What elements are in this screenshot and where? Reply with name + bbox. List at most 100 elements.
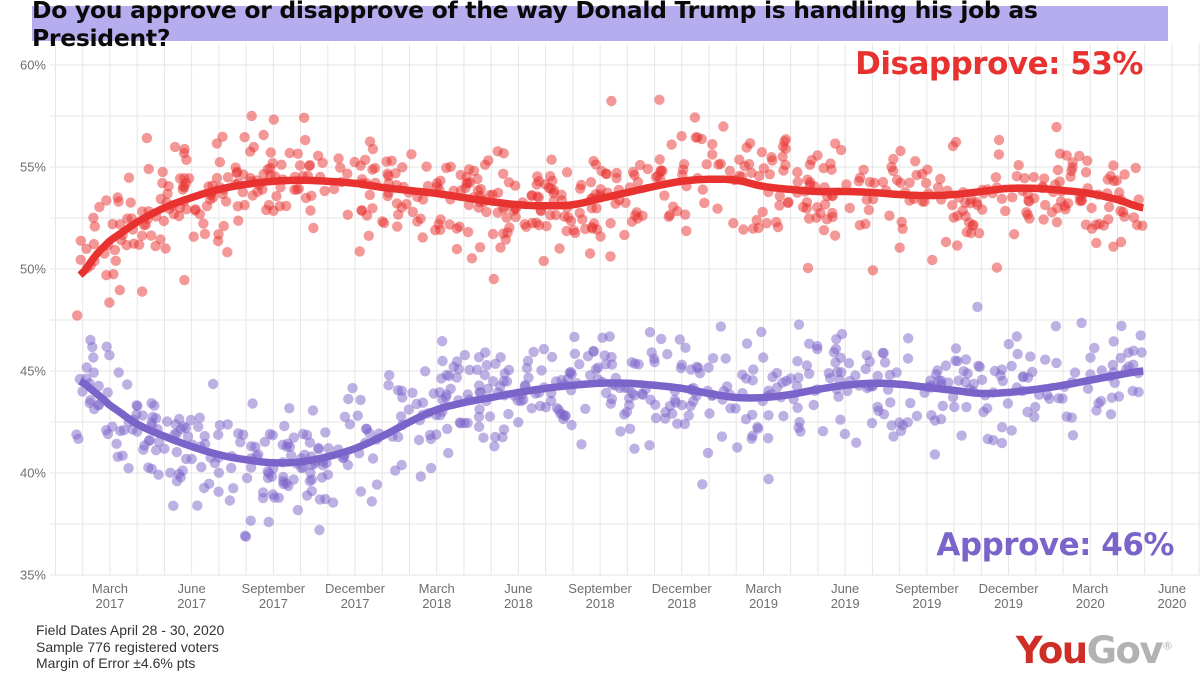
poll-result-point [112,192,123,203]
x-tick-month-label: September [568,581,632,596]
poll-result-point [237,186,248,198]
poll-result-point [718,121,729,132]
poll-result-point [213,467,225,478]
approve-value-label: Approve: 46% [936,527,1174,563]
chart-title-banner: Do you approve or disapprove of the way … [32,0,1168,52]
poll-result-point [533,220,545,231]
poll-result-point [188,231,199,242]
poll-result-point [637,210,648,221]
poll-result-point [991,262,1003,273]
poll-result-point [298,112,310,124]
poll-result-point [1040,199,1051,211]
poll-result-point [168,500,179,511]
poll-result-point [312,150,324,161]
poll-result-point [1114,187,1125,198]
poll-result-point [1046,207,1058,218]
poll-result-point [756,326,767,338]
poll-result-point [73,433,84,444]
x-tick-month-label: March [1072,581,1108,596]
poll-result-point [114,219,126,230]
poll-result-point [835,352,846,363]
poll-result-point [294,160,306,171]
poll-result-point [291,184,302,195]
poll-result-point [1003,338,1014,350]
poll-result-point [606,95,617,107]
y-tick-label: 50% [20,262,46,277]
poll-result-point [803,213,815,224]
poll-result-point [703,362,714,373]
x-tick-year-label: 2017 [259,596,288,611]
poll-result-point [269,492,280,503]
poll-result-point [680,342,691,353]
poll-result-point [569,331,580,343]
poll-result-point [451,372,462,383]
poll-result-point [679,418,690,430]
poll-result-point [271,191,282,202]
poll-result-point [211,138,223,149]
poll-result-point [454,221,465,232]
poll-result-point [482,383,494,394]
poll-result-point [81,243,92,254]
poll-result-point [328,183,340,195]
poll-result-point [993,134,1005,146]
poll-result-point [927,254,938,266]
disapprove-scatter-points [72,94,1148,321]
poll-result-point [929,449,941,460]
poll-result-point [367,203,378,214]
poll-result-point [812,202,823,213]
poll-result-point [783,196,794,208]
poll-result-point [937,400,948,412]
poll-result-point [138,444,149,455]
poll-result-point [655,165,667,176]
poll-result-point [503,364,515,376]
poll-result-point [417,232,428,243]
poll-result-point [246,110,257,122]
poll-result-point [958,366,969,377]
poll-result-point [88,352,99,363]
poll-result-point [792,356,803,367]
poll-result-point [222,419,233,430]
x-tick-year-label: 2018 [667,596,696,611]
poll-result-point [392,221,403,232]
poll-result-point [885,397,896,408]
x-tick-month-label: June [831,581,859,596]
poll-result-point [771,382,783,393]
poll-result-point [522,355,534,367]
poll-result-point [771,216,782,228]
poll-result-point [702,447,714,459]
poll-result-point [697,184,708,195]
poll-result-point [478,432,489,443]
poll-result-point [663,211,674,222]
poll-result-point [1024,213,1035,224]
poll-result-point [1108,241,1119,252]
poll-result-point [763,433,774,444]
poll-result-point [192,500,203,511]
poll-result-point [676,131,687,142]
poll-result-point [503,177,515,188]
poll-result-point [160,243,171,254]
poll-result-point [744,138,756,149]
poll-result-point [634,159,646,171]
poll-result-point [536,365,547,376]
poll-result-point [758,352,769,363]
poll-result-point [801,360,813,371]
poll-result-point [747,375,758,386]
poll-result-point [484,411,496,422]
poll-result-point [111,438,122,449]
poll-result-point [1069,367,1081,378]
poll-result-point [224,495,235,506]
poll-result-point [747,430,758,441]
poll-result-point [669,394,681,406]
poll-result-point [1086,202,1097,214]
poll-result-point [766,152,777,163]
poll-result-point [101,341,112,352]
poll-result-point [1018,371,1029,382]
poll-result-point [841,179,852,190]
poll-result-point [462,226,474,238]
x-tick-year-label: 2018 [504,596,533,611]
poll-result-point [1080,219,1092,230]
poll-result-point [445,161,456,172]
poll-result-point [895,177,906,188]
poll-result-point [599,350,610,361]
